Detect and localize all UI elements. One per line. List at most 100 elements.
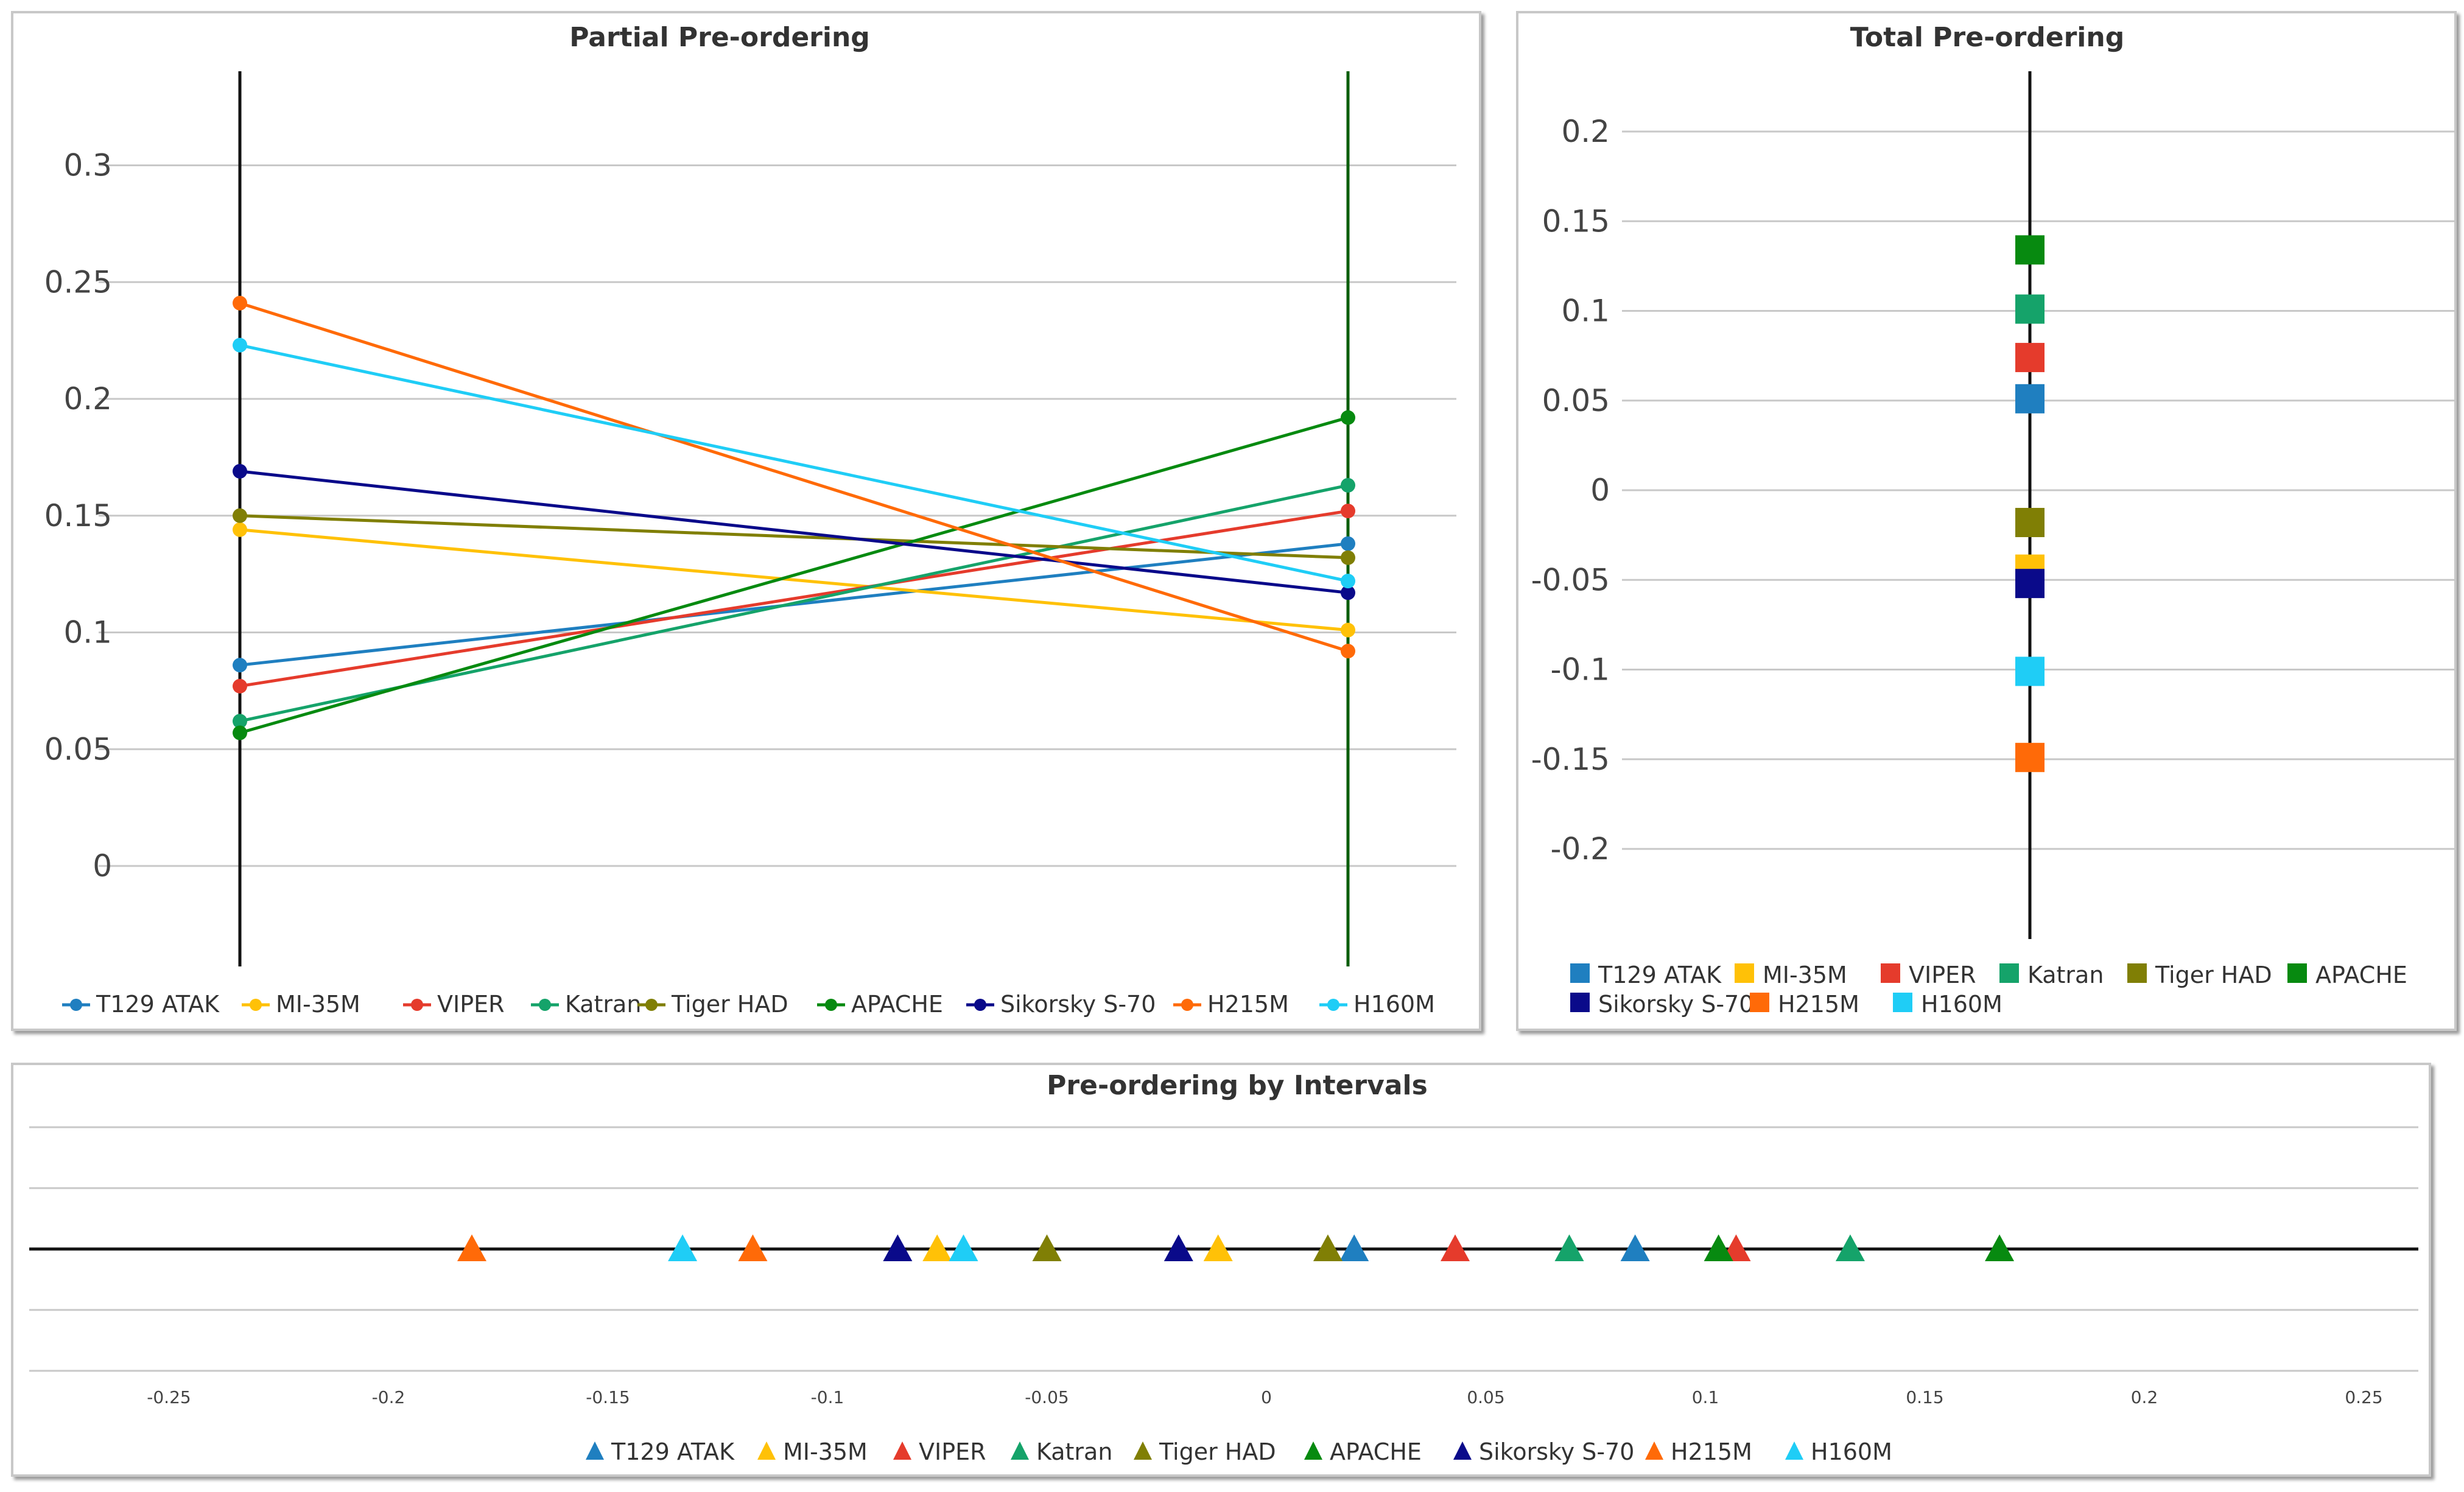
point-apache-right [1341,410,1355,425]
series-line-h215m [239,301,1349,653]
marker-sikorsky-s-70-low [883,1234,913,1261]
legend-marker-apache [1304,1441,1322,1460]
legend-marker-sikorsky-s-70 [1453,1441,1472,1460]
legend-marker-tiger-had [1134,1441,1152,1460]
series-line-apache [239,416,1349,734]
x-tick-label: 0.2 [2131,1387,2158,1407]
legend-marker-tiger-had [645,999,658,1011]
series-line-tiger-had [239,514,1349,560]
legend-label-tiger-had: Tiger HAD [1159,1438,1276,1465]
y-tick-label: 0 [1590,473,1610,508]
legend-marker-sikorsky-s-70 [1570,993,1590,1012]
legend-marker-viper [1881,963,1900,983]
point-h215m-right [1341,644,1355,659]
legend-marker-mi-35m [757,1441,776,1460]
y-tick-label: 0.05 [1542,383,1610,418]
legend-label-h215m: H215M [1778,991,1859,1018]
point-tiger-had-right [1341,550,1355,565]
y-tick-label: 0.15 [44,498,112,533]
legend-marker-t129-atak [70,999,82,1011]
y-tick-label: 0.25 [44,264,112,300]
legend-label-h160m: H160M [1353,991,1435,1018]
legend-label-katran: Katran [2027,962,2104,988]
legend-marker-t129-atak [586,1441,604,1460]
y-tick-label: 0.05 [44,731,112,767]
point-tiger-had-left [233,508,247,523]
y-tick-label: 0.3 [63,148,112,183]
y-tick-label: 0 [93,848,112,884]
legend-marker-apache [825,999,837,1011]
legend-label-viper: VIPER [1909,962,1976,988]
marker-t129-atak-low [1339,1234,1369,1261]
x-tick-label: 0.1 [1692,1387,1719,1407]
y-tick-label: -0.2 [1550,831,1610,867]
legend-marker-h160m [1327,999,1339,1011]
legend-marker-h215m [1181,999,1193,1011]
marker-mi-35m-low [922,1234,952,1261]
marker-mi-35m-high [1203,1234,1233,1261]
total-preordering-chart: Total Pre-ordering -0.2 -0.15 -0.1 -0.05 0 0.… [1531,22,2454,1018]
legend-marker-apache [2287,963,2307,983]
x-tick-label: -0.05 [1025,1387,1069,1407]
x-tick-label: -0.15 [586,1387,630,1407]
marker-viper [2015,343,2045,373]
point-viper-left [233,678,247,694]
partial-chart-title: Partial Pre-ordering [569,22,870,53]
legend-label-t129-atak: T129 ATAK [1598,962,1722,988]
marker-apache [2015,235,2045,265]
series-line-h160m [239,343,1349,583]
point-t129-atak-right [1341,536,1355,551]
marker-t129-atak [2015,384,2045,413]
point-mi-35m-right [1341,622,1355,638]
legend-marker-sikorsky-s-70 [974,999,986,1011]
x-tick-label: -0.1 [811,1387,844,1407]
legend-label-h160m: H160M [1921,991,2002,1018]
marker-h160m-low [668,1234,698,1261]
series-line-viper [239,509,1349,688]
marker-h215m-low [457,1234,486,1261]
legend-marker-viper [411,999,423,1011]
total-preordering-panel: Total Pre-ordering -0.2 -0.15 -0.1 -0.05 0 0.… [1516,11,2457,1031]
legend-marker-mi-35m [250,999,262,1011]
intervals-chart-title: Pre-ordering by Intervals [1047,1070,1428,1101]
point-katran-left [233,714,247,729]
legend-marker-h160m [1785,1441,1803,1460]
y-tick-label: 0.15 [1542,203,1610,239]
legend-marker-h215m [1645,1441,1663,1460]
x-tick-label: 0.05 [1467,1387,1504,1407]
legend-label-sikorsky-s-70: Sikorsky S-70 [1598,991,1753,1018]
y-tick-label: 0.1 [63,615,112,650]
point-h160m-right [1341,574,1355,589]
legend-label-viper: VIPER [919,1438,986,1465]
series-line-sikorsky-s-70 [239,470,1349,594]
legend-label-mi-35m: MI-35M [1763,962,1847,988]
legend-label-mi-35m: MI-35M [783,1438,868,1465]
point-mi-35m-left [233,522,247,537]
legend-marker-viper [893,1441,911,1460]
partial-preordering-panel: Partial Pre-ordering 0 0.05 0.1 0.15 0.2 0.25… [11,11,1481,1031]
legend-label-h215m: H215M [1671,1438,1752,1465]
legend-marker-t129-atak [1570,963,1590,983]
legend-label-h160m: H160M [1811,1438,1892,1465]
marker-sikorsky-s-70-high [1164,1234,1193,1261]
point-t129-atak-left [233,658,247,673]
point-apache-left [233,725,247,741]
legend-marker-h160m [1893,993,1912,1012]
marker-katran [2015,294,2045,324]
marker-tiger-had-high [1313,1234,1343,1261]
marker-h215m-high [738,1234,768,1261]
legend-marker-mi-35m [1735,963,1754,983]
point-sikorsky-s-70-left [233,463,247,479]
point-viper-right [1341,504,1355,519]
y-tick-label: 0.2 [1561,114,1610,149]
legend-label-sikorsky-s-70: Sikorsky S-70 [1000,991,1156,1018]
legend-label-mi-35m: MI-35M [276,991,360,1018]
point-katran-right [1341,477,1355,493]
legend-label-tiger-had: Tiger HAD [671,991,788,1018]
legend-marker-katran [1011,1441,1029,1460]
y-tick-label: -0.15 [1531,742,1610,777]
legend-label-apache: APACHE [1330,1438,1422,1465]
legend-marker-tiger-had [2127,963,2147,983]
legend-label-t129-atak: T129 ATAK [96,991,220,1018]
legend-label-sikorsky-s-70: Sikorsky S-70 [1479,1438,1634,1465]
